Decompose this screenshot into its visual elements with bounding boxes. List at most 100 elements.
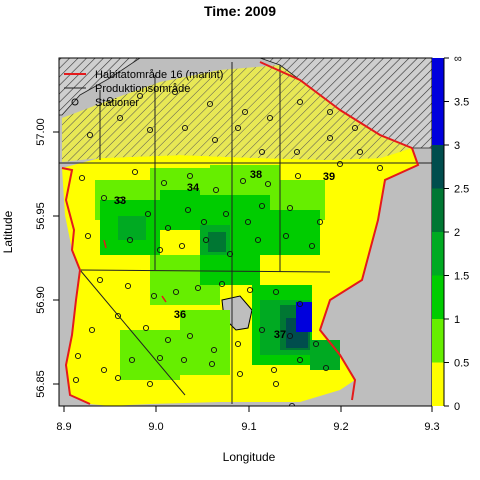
station-marker: [286, 204, 294, 212]
station-marker: [241, 108, 249, 116]
legend-station-label: Stationer: [95, 97, 139, 109]
station-marker: [296, 98, 304, 106]
station-marker: [308, 242, 316, 250]
colorbar-ticks: 0 0.5 1 1.5 2 2.5 3 3.5 ∞: [444, 53, 469, 413]
station-marker: [186, 332, 194, 340]
station-marker: [116, 114, 124, 122]
station-marker: [181, 124, 189, 132]
colorbar-bin: [432, 362, 444, 406]
station-marker: [244, 218, 252, 226]
station-marker: [326, 134, 334, 142]
station-marker: [326, 108, 334, 116]
colorbar-bin: [432, 232, 444, 276]
hatched-land-west: [59, 58, 141, 116]
colorbar-tick-label: 3: [454, 140, 460, 152]
legend-habitat-label: Habitatområde 16 (marint): [95, 69, 223, 81]
colorbar-bin: [432, 58, 444, 145]
station-marker: [286, 332, 294, 340]
station-marker: [144, 210, 152, 218]
station-marker: [100, 366, 108, 374]
area-label-36: 36: [174, 309, 186, 321]
east-land: [320, 160, 432, 406]
station-marker: [258, 148, 266, 156]
station-marker: [296, 356, 304, 364]
station-marker: [270, 366, 278, 374]
station-marker: [234, 124, 242, 132]
station-marker: [78, 174, 86, 182]
southern-land: [60, 365, 110, 406]
legend-station-swatch: [71, 98, 79, 106]
station-marker: [234, 340, 242, 348]
y-axis-label: Latitude: [1, 210, 15, 253]
station-marker: [106, 96, 114, 104]
colorbar-tick-label: 3.5: [454, 97, 469, 109]
station-marker: [336, 160, 344, 168]
station-marker: [206, 100, 214, 108]
chart-title: Time: 2009: [204, 3, 276, 19]
station-marker: [376, 164, 384, 172]
station-marker: [210, 346, 218, 354]
station-marker: [114, 312, 122, 320]
station-marker: [356, 148, 364, 156]
colorbar-bin: [432, 275, 444, 319]
production-area-lines: [59, 62, 432, 404]
station-marker: [296, 300, 304, 308]
legend-production-label: Produktionsområde: [95, 83, 190, 95]
x-tick-label: 8.9: [56, 421, 71, 433]
station-marker: [128, 356, 136, 364]
x-axis-label: Longitude: [223, 450, 276, 464]
station-marker: [211, 136, 219, 144]
area-label-37: 37: [274, 329, 286, 341]
station-marker: [146, 380, 154, 388]
station-marker: [294, 172, 302, 180]
y-tick-label: 57.00: [35, 118, 47, 146]
hatched-zone-water: [62, 65, 412, 162]
area-label-38: 38: [250, 169, 262, 181]
station-marker: [351, 124, 359, 132]
colorbar-tick-label: 1.5: [454, 271, 469, 283]
habitat-boundary: [61, 61, 420, 405]
y-tick-label: 56.95: [35, 202, 47, 230]
station-marker: [114, 374, 122, 382]
station-marker: [282, 232, 290, 240]
station-marker: [86, 131, 94, 139]
area-label-34: 34: [187, 182, 200, 194]
station-marker: [96, 276, 104, 284]
station-marker: [164, 336, 172, 344]
station-marker: [194, 284, 202, 292]
station-marker: [186, 172, 194, 180]
colorbar: [432, 58, 444, 406]
x-tick-label: 9.0: [148, 421, 163, 433]
x-tick-label: 9.3: [424, 421, 439, 433]
station-marker: [178, 242, 186, 250]
station-marker: [258, 202, 266, 210]
station-marker: [136, 92, 144, 100]
area-label-33: 33: [114, 195, 126, 207]
station-marker: [72, 376, 80, 384]
station-marker: [88, 326, 96, 334]
station-marker: [146, 126, 154, 134]
station-marker: [222, 210, 230, 218]
station-marker: [226, 250, 234, 258]
station-marker: [202, 236, 210, 244]
y-tick-label: 56.90: [35, 286, 47, 314]
station-marker: [160, 179, 168, 187]
station-marker: [126, 236, 134, 244]
station-marker: [142, 324, 150, 332]
station-marker: [180, 356, 188, 364]
station-marker: [266, 114, 274, 122]
station-marker: [200, 218, 208, 226]
station-marker: [131, 168, 139, 176]
y-tick-label: 56.85: [35, 370, 47, 398]
station-marker: [100, 194, 108, 202]
station-marker: [312, 340, 320, 348]
station-marker: [316, 218, 324, 226]
map-panel: 33 34 38 39 36 37: [59, 58, 432, 406]
station-marker: [246, 286, 254, 294]
colorbar-tick-label: 0.5: [454, 358, 469, 370]
area-label-39: 39: [323, 171, 335, 183]
colorbar-tick-label: 2.5: [454, 184, 469, 196]
station-marker: [218, 280, 226, 288]
station-marker: [124, 282, 132, 290]
